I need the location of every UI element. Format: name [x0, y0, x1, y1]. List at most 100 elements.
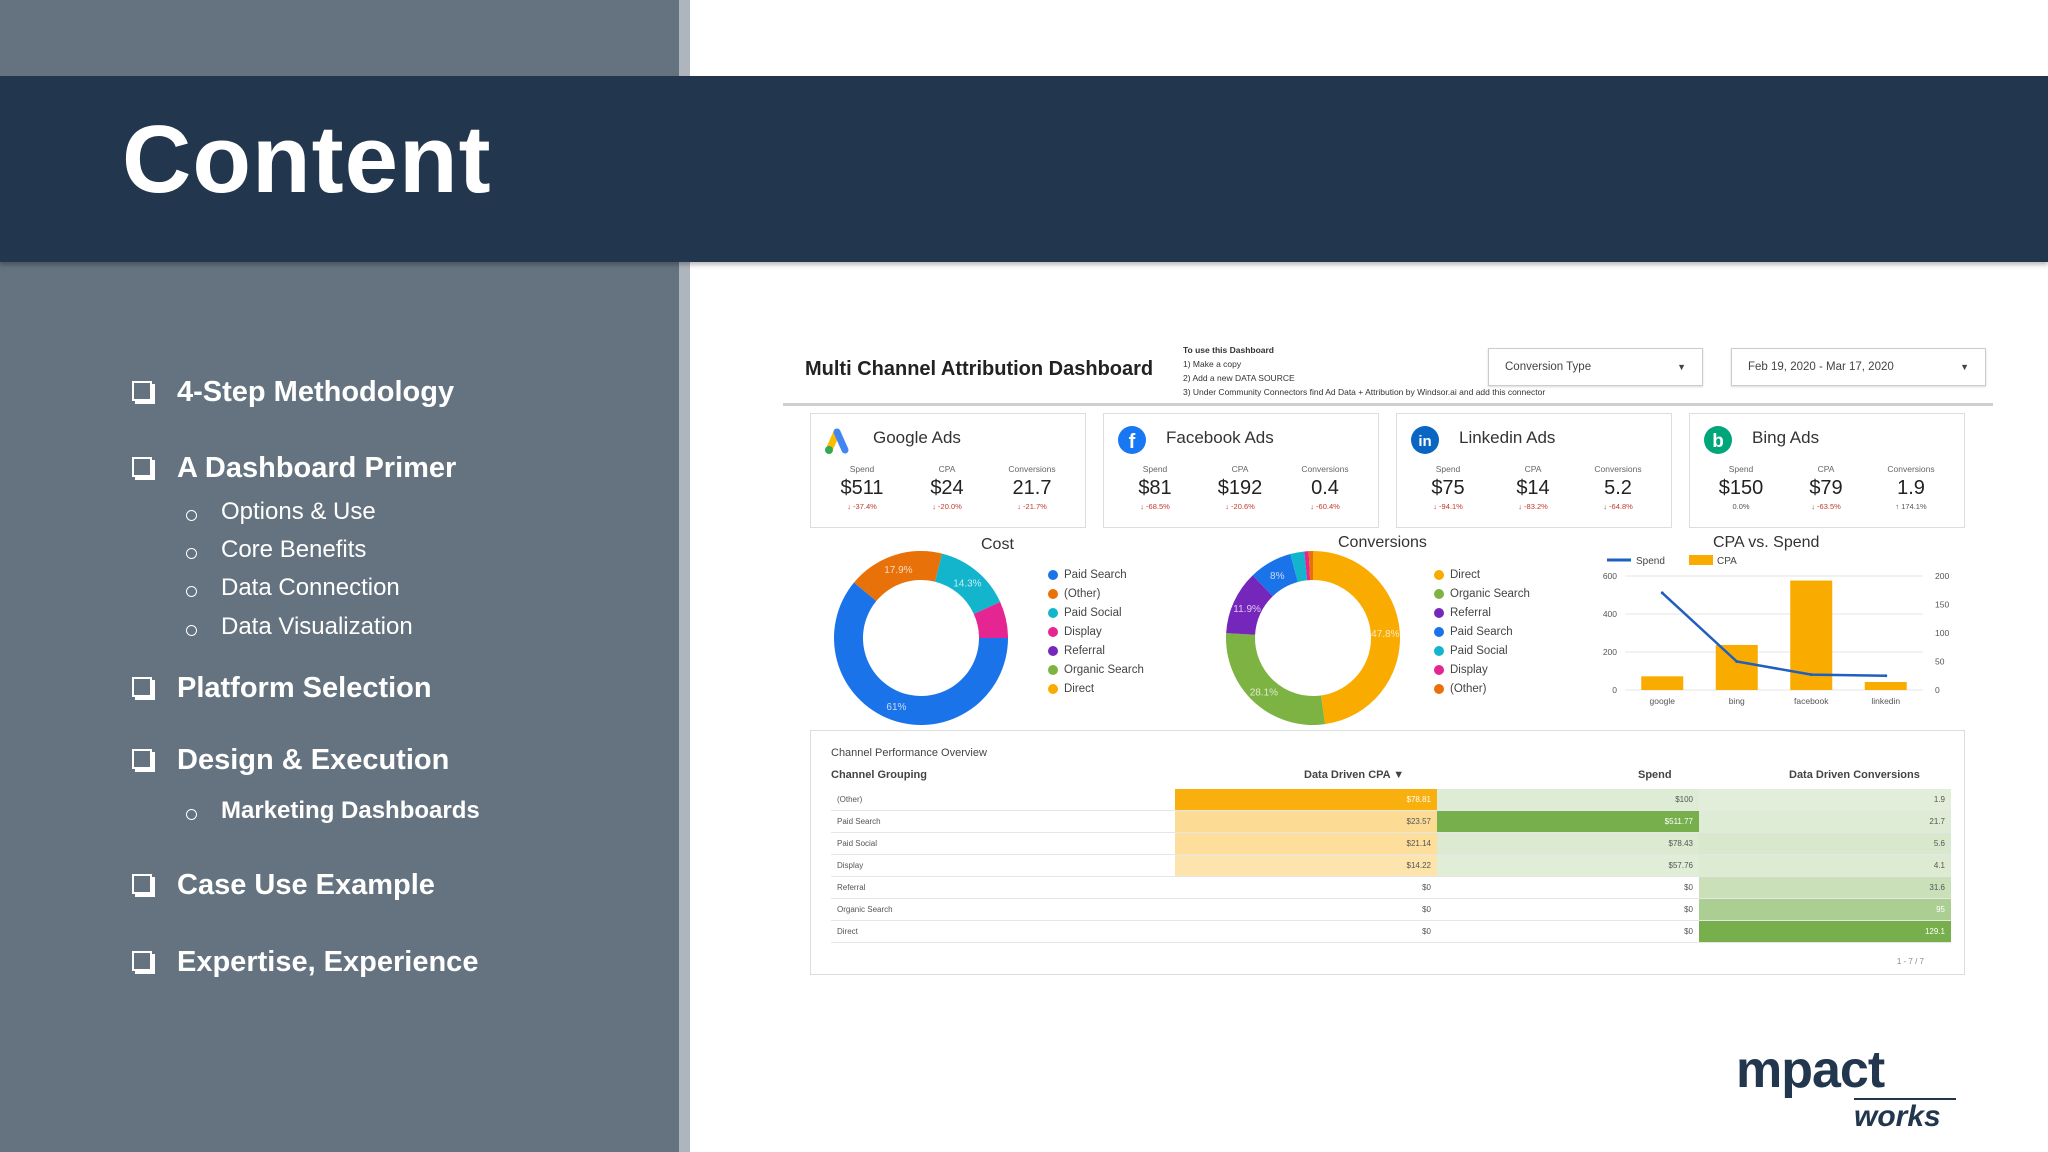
title-band	[0, 76, 2048, 262]
legend-swatch	[1434, 589, 1444, 599]
kpi-spend: Spend $511 ↓ -37.4%	[840, 464, 884, 511]
legend-item[interactable]: Display	[1048, 626, 1102, 638]
table-cell: 4.1	[1699, 855, 1951, 876]
legend-item[interactable]: Paid Social	[1434, 645, 1508, 657]
legend-item[interactable]: Paid Search	[1048, 569, 1127, 581]
legend-item[interactable]: Direct	[1434, 569, 1480, 581]
spend-point	[1660, 591, 1664, 595]
legend-label: Referral	[1450, 607, 1491, 619]
column-header[interactable]: Spend	[1638, 769, 1672, 781]
legend-item[interactable]: Display	[1434, 664, 1488, 676]
table-row[interactable]: Organic Search $0 $0 95	[831, 899, 1951, 921]
y-tick-label-left: 200	[1603, 647, 1617, 657]
legend-item[interactable]: (Other)	[1048, 588, 1100, 600]
kpi-conversions: Conversions 0.4 ↓ -60.4%	[1301, 464, 1349, 511]
circle-bullet-icon	[186, 808, 197, 820]
x-tick-label: facebook	[1794, 696, 1829, 706]
y-tick-label-right: 150	[1935, 600, 1949, 610]
table-cell: Referral	[837, 883, 866, 892]
circle-bullet-icon	[186, 585, 197, 597]
legend-swatch	[1048, 570, 1058, 580]
table-cell: $0	[1422, 905, 1431, 914]
google-ads-icon	[825, 428, 849, 454]
table-row[interactable]: Direct $0 $0 129.1	[831, 921, 1951, 943]
caret-down-icon: ▼	[1960, 362, 1969, 372]
table-row[interactable]: (Other) $78.81 $100 1.9	[831, 789, 1951, 811]
linkedin-icon: in	[1411, 426, 1439, 454]
outline-subitem: Data Connection	[186, 574, 400, 602]
table-cell: $0	[1422, 883, 1431, 892]
outline-subitem: Options & Use	[186, 498, 376, 526]
table-row[interactable]: Display $14.22 $57.76 4.1	[831, 855, 1951, 877]
table-pager[interactable]: 1 - 7 / 7	[1896, 957, 1924, 966]
divider	[783, 403, 1993, 406]
kpi-conversions: Conversions 1.9 ↑ 174.1%	[1887, 464, 1935, 511]
donut-slice	[1308, 551, 1313, 581]
kpi-card-bing-ads: b Bing Ads Spend $150 0.0% CPA $79 ↓ -63.5% …	[1689, 413, 1965, 528]
legend-item[interactable]: Organic Search	[1434, 588, 1530, 600]
table-row[interactable]: Referral $0 $0 31.6	[831, 877, 1951, 899]
table-row[interactable]: Paid Social $21.14 $78.43 5.6	[831, 833, 1951, 855]
x-tick-label: linkedin	[1871, 696, 1900, 706]
cpa-bar	[1864, 682, 1907, 690]
table-cell: 1.9	[1699, 789, 1951, 810]
outline-item: Expertise, Experience	[132, 946, 478, 979]
legend-item[interactable]: Paid Social	[1048, 607, 1122, 619]
cpa-bar	[1641, 676, 1684, 690]
legend-swatch	[1434, 646, 1444, 656]
outline-subitem: Core Benefits	[186, 536, 366, 564]
conversions-donut-chart: 47.8% 28.1% 11.9% 8%	[1226, 551, 1401, 725]
column-header[interactable]: Data Driven CPA ▼	[1304, 769, 1405, 781]
table-cell: 95	[1699, 899, 1951, 920]
kpi-cpa: CPA $14 ↓ -83.2%	[1516, 464, 1550, 511]
table-row[interactable]: Paid Search $23.57 $511.77 21.7	[831, 811, 1951, 833]
column-header[interactable]: Channel Grouping	[831, 769, 927, 781]
legend-label: (Other)	[1450, 683, 1487, 695]
slice-label: 61%	[886, 702, 906, 713]
table-cell: Display	[837, 861, 864, 870]
legend-item[interactable]: Paid Search	[1434, 626, 1513, 638]
kpi-cpa: CPA $24 ↓ -20.0%	[930, 464, 964, 511]
table-cell: Direct	[837, 927, 858, 936]
table-cell: $78.81	[1175, 789, 1437, 810]
legend-item[interactable]: Referral	[1048, 645, 1105, 657]
kpi-cpa: CPA $79 ↓ -63.5%	[1809, 464, 1843, 511]
legend-item[interactable]: Organic Search	[1048, 664, 1144, 676]
outline-item: A Dashboard Primer	[132, 452, 456, 485]
legend-swatch	[1048, 627, 1058, 637]
donut-slice	[834, 582, 1008, 725]
kpi-card-facebook-ads: f Facebook Ads Spend $81 ↓ -68.5% CPA $192 ↓…	[1103, 413, 1379, 528]
date-range-select[interactable]: Feb 19, 2020 - Mar 17, 2020 ▼	[1731, 348, 1986, 386]
spend-point	[1884, 674, 1888, 678]
legend-swatch	[1434, 627, 1444, 637]
slice-label: 14.3%	[953, 578, 981, 589]
cost-donut-chart: 61% 17.9% 14.3%	[834, 551, 1008, 725]
column-header[interactable]: Data Driven Conversions	[1789, 769, 1920, 781]
x-tick-label: bing	[1729, 696, 1745, 706]
legend-item[interactable]: Referral	[1434, 607, 1491, 619]
outline-item: Design & Execution	[132, 744, 449, 777]
legend-swatch	[1048, 665, 1058, 675]
legend-label: Direct	[1064, 683, 1095, 695]
table-cell: $0	[1684, 927, 1693, 936]
table-cell: 5.6	[1699, 833, 1951, 854]
donut-slice	[853, 551, 943, 602]
mpact-works-logo: mpact works	[1736, 1040, 1956, 1140]
table-cell: $0	[1422, 927, 1431, 936]
conversion-type-select[interactable]: Conversion Type ▼	[1488, 348, 1703, 386]
slice-label: 47.8%	[1371, 629, 1399, 640]
facebook-icon: f	[1118, 426, 1146, 454]
legend-label: Organic Search	[1064, 664, 1144, 676]
legend-item[interactable]: Direct	[1048, 683, 1094, 695]
legend-item[interactable]: (Other)	[1434, 683, 1486, 695]
slide-title: Content	[122, 106, 492, 213]
circle-bullet-icon	[186, 624, 197, 636]
legend-swatch	[1048, 684, 1058, 694]
table-cell: $23.57	[1175, 811, 1437, 832]
slice-label: 8%	[1270, 571, 1285, 582]
checkbox-bullet-icon	[132, 873, 152, 894]
y-tick-label-right: 50	[1935, 657, 1945, 667]
cpa-bar	[1715, 644, 1758, 690]
donut-slice	[935, 553, 1001, 614]
donut-slice	[1252, 554, 1298, 597]
